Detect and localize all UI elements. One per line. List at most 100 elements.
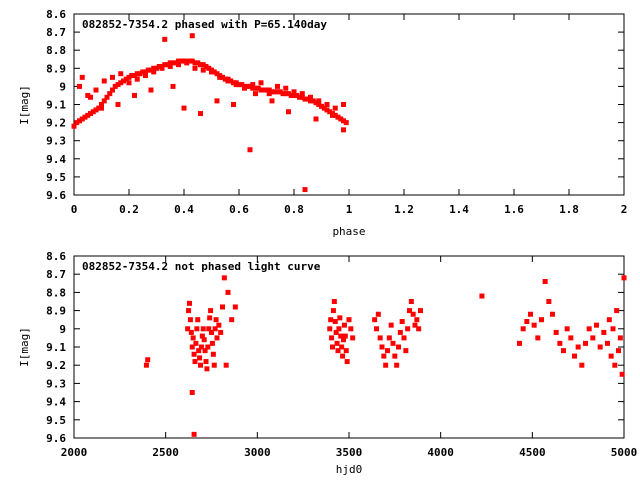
- data-point: [539, 317, 544, 323]
- data-point: [187, 300, 192, 306]
- data-point: [202, 348, 208, 354]
- data-point: [572, 353, 577, 359]
- chart-title: 082852-7354.2 phased with P=65.140day: [82, 18, 327, 31]
- y-ticks: 8.6 8.7 8.8 8.9 9 9.1 9.2 9.3 9.4 9.5 9.6: [46, 8, 624, 202]
- data-point: [247, 83, 253, 89]
- data-point: [134, 76, 140, 82]
- y-tick-label: 8.9: [46, 62, 66, 75]
- data-point: [185, 326, 191, 332]
- data-points: [143, 275, 627, 437]
- data-point: [275, 89, 280, 95]
- data-point: [115, 102, 121, 107]
- phased-chart: 082852-7354.2 phased with P=65.140day ph…: [18, 8, 627, 238]
- data-point: [170, 83, 176, 89]
- data-point: [206, 326, 212, 332]
- data-point: [186, 308, 192, 314]
- x-axis-label: phase: [332, 225, 365, 238]
- data-point: [408, 299, 414, 304]
- data-point: [297, 94, 302, 100]
- data-point: [399, 319, 405, 325]
- data-point: [231, 102, 236, 107]
- data-point: [204, 366, 210, 372]
- data-point: [266, 87, 272, 93]
- data-point: [217, 74, 223, 80]
- data-point: [594, 322, 599, 328]
- y-tick-label: 9.1: [46, 341, 66, 354]
- data-point: [342, 333, 348, 339]
- data-point: [299, 94, 305, 100]
- data-point: [329, 335, 335, 341]
- x-tick-label: 0.6: [229, 203, 249, 216]
- x-tick-label: 3000: [244, 446, 271, 459]
- data-point: [200, 62, 206, 68]
- data-point: [77, 83, 82, 89]
- data-point: [82, 114, 88, 120]
- data-point: [189, 58, 195, 64]
- data-point: [154, 65, 159, 71]
- data-point: [110, 74, 115, 80]
- data-point: [194, 326, 200, 332]
- data-point: [286, 91, 291, 97]
- data-point: [218, 329, 224, 335]
- data-point: [379, 344, 385, 350]
- data-point: [74, 120, 80, 126]
- data-point: [410, 311, 416, 317]
- data-point: [200, 326, 206, 332]
- data-point: [223, 362, 229, 368]
- data-point: [327, 326, 333, 332]
- x-axis-label: hjd0: [336, 463, 363, 476]
- data-point: [99, 105, 104, 111]
- data-point: [93, 107, 99, 113]
- data-point: [112, 83, 118, 89]
- data-point: [339, 344, 345, 350]
- data-point: [334, 340, 340, 346]
- data-point: [211, 69, 217, 75]
- y-tick-label: 8.9: [46, 305, 66, 318]
- data-point: [118, 71, 124, 77]
- y-tick-label: 8.7: [46, 268, 66, 281]
- data-point: [216, 322, 222, 328]
- data-point: [79, 116, 85, 122]
- data-point: [231, 80, 236, 86]
- chart-title: 082852-7354.2 not phased light curve: [82, 260, 321, 273]
- data-point: [101, 98, 107, 104]
- data-point: [173, 60, 179, 66]
- data-point: [590, 335, 596, 341]
- x-tick-label: 2500: [152, 446, 179, 459]
- y-tick-label: 9.4: [46, 396, 66, 409]
- x-tick-label: 0.2: [119, 203, 139, 216]
- data-point: [220, 74, 225, 80]
- plot-frame: [73, 13, 625, 196]
- x-tick-label: 1: [346, 203, 353, 216]
- data-point: [619, 371, 625, 377]
- x-tick-label: 4500: [519, 446, 546, 459]
- data-point: [126, 80, 132, 86]
- data-point: [350, 335, 356, 341]
- data-point: [403, 348, 409, 354]
- data-point: [140, 69, 146, 75]
- data-point: [383, 362, 389, 368]
- data-point: [401, 335, 407, 341]
- data-point: [385, 348, 390, 354]
- data-point: [71, 123, 77, 129]
- data-point: [305, 96, 311, 102]
- data-point: [184, 60, 190, 66]
- data-point: [110, 87, 115, 93]
- data-point: [207, 315, 213, 321]
- data-point: [198, 62, 203, 68]
- data-point: [121, 78, 126, 84]
- data-point: [597, 344, 603, 350]
- data-point: [341, 102, 346, 107]
- data-point: [167, 60, 173, 66]
- data-point: [321, 105, 327, 111]
- data-point: [192, 60, 198, 66]
- data-point: [126, 74, 132, 80]
- data-point: [209, 340, 215, 346]
- y-tick-label: 8.8: [46, 44, 66, 57]
- data-point: [606, 317, 612, 323]
- data-point: [348, 326, 354, 332]
- unphased-chart: 082852-7354.2 not phased light curve hjd…: [18, 250, 637, 476]
- data-point: [225, 78, 231, 84]
- data-point: [198, 362, 203, 368]
